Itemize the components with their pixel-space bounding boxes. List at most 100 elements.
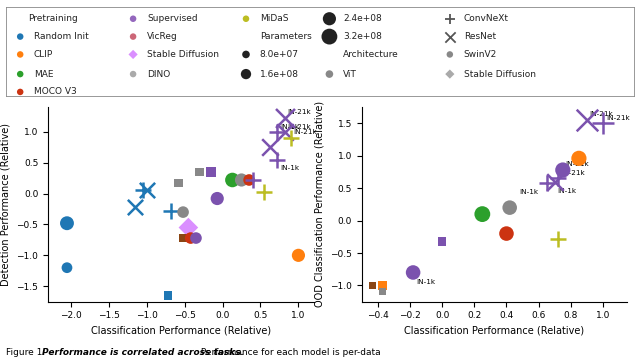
Text: IN-21k: IN-21k (287, 124, 311, 130)
Point (437, 238, 447, 244)
Point (324, 34, 335, 39)
Point (408, 270, 418, 275)
Text: IN-21k: IN-21k (566, 161, 589, 167)
Point (15, 71, 26, 77)
Text: MiDaS: MiDaS (260, 14, 288, 23)
Text: 1.6e+08: 1.6e+08 (260, 70, 299, 79)
Point (166, 208, 176, 214)
Text: Stable Diffusion: Stable Diffusion (147, 50, 219, 59)
Point (128, 51, 138, 57)
Text: DINO: DINO (147, 70, 170, 79)
Text: SwinV2: SwinV2 (463, 50, 497, 59)
Point (477, 211, 488, 217)
Point (244, 177, 254, 183)
Text: IN-21k: IN-21k (294, 129, 317, 135)
Text: IN-1k: IN-1k (416, 279, 435, 285)
Point (445, 71, 455, 77)
Point (195, 169, 205, 175)
Point (272, 130, 282, 135)
Point (236, 177, 246, 183)
Point (128, 34, 138, 39)
Y-axis label: OOD Classification Performance (Relative): OOD Classification Performance (Relative… (314, 101, 324, 307)
Point (163, 293, 173, 298)
Text: IN-21k: IN-21k (589, 111, 614, 117)
Point (293, 252, 303, 258)
Point (378, 289, 388, 295)
Text: 8.0e+07: 8.0e+07 (260, 50, 299, 59)
Text: 3.2e+08: 3.2e+08 (343, 32, 382, 41)
Text: ConvNeXt: ConvNeXt (463, 14, 509, 23)
Text: IN-1k: IN-1k (280, 165, 299, 171)
Point (128, 16, 138, 21)
Point (141, 188, 152, 193)
X-axis label: Classification Performance (Relative): Classification Performance (Relative) (91, 326, 271, 336)
Text: MAE: MAE (34, 70, 54, 79)
Point (62, 220, 72, 226)
Point (138, 188, 148, 193)
Point (445, 34, 455, 39)
Point (206, 169, 216, 175)
Text: ViT: ViT (343, 70, 357, 79)
Point (504, 205, 515, 211)
Point (178, 235, 188, 241)
Text: IN-21k: IN-21k (561, 170, 584, 176)
Point (324, 16, 335, 21)
Text: 2.4e+08: 2.4e+08 (343, 14, 382, 23)
Point (541, 180, 552, 186)
Point (501, 231, 511, 236)
Point (186, 235, 196, 241)
Point (248, 177, 258, 183)
Point (582, 117, 592, 123)
Point (445, 51, 455, 57)
Text: CLIP: CLIP (34, 50, 53, 59)
Text: IN-1k: IN-1k (557, 188, 577, 194)
Text: Random Init: Random Init (34, 32, 89, 41)
Text: IN-21k: IN-21k (287, 110, 311, 115)
Point (598, 120, 608, 126)
Text: Figure 1:: Figure 1: (6, 348, 49, 357)
Point (62, 265, 72, 271)
Point (183, 225, 193, 230)
Point (130, 204, 140, 210)
Point (550, 179, 560, 185)
Point (15, 89, 26, 95)
X-axis label: Classification Performance (Relative): Classification Performance (Relative) (404, 326, 584, 336)
Point (227, 177, 237, 183)
Text: Parameters: Parameters (260, 32, 312, 41)
Point (574, 156, 584, 161)
Text: Supervised: Supervised (147, 14, 198, 23)
Point (241, 71, 251, 77)
Point (15, 51, 26, 57)
Text: Performance is correlated across tasks.: Performance is correlated across tasks. (42, 348, 244, 357)
Point (280, 130, 290, 135)
Point (557, 167, 568, 173)
Point (553, 236, 563, 242)
Point (15, 34, 26, 39)
Text: Pretraining: Pretraining (28, 14, 78, 23)
Point (324, 71, 335, 77)
Point (553, 176, 563, 181)
Text: IN-21k: IN-21k (606, 115, 630, 121)
Point (241, 16, 251, 21)
Point (191, 235, 201, 241)
Point (241, 51, 251, 57)
Text: ResNet: ResNet (463, 32, 496, 41)
Point (378, 283, 388, 288)
Point (272, 157, 282, 162)
Y-axis label: Detection Performance (Relative): Detection Performance (Relative) (1, 123, 11, 286)
Text: Architecture: Architecture (343, 50, 399, 59)
Point (264, 144, 275, 150)
Text: MOCO V3: MOCO V3 (34, 87, 77, 96)
Point (212, 196, 222, 201)
Point (368, 283, 378, 288)
Point (445, 16, 455, 21)
Point (259, 190, 269, 195)
Point (285, 135, 296, 141)
Text: Stable Diffusion: Stable Diffusion (463, 70, 536, 79)
Point (128, 71, 138, 77)
Text: IN-1k: IN-1k (280, 124, 299, 130)
Point (178, 209, 188, 215)
Text: IN-1k: IN-1k (519, 190, 538, 196)
Text: VicReg: VicReg (147, 32, 178, 41)
Point (280, 115, 290, 121)
